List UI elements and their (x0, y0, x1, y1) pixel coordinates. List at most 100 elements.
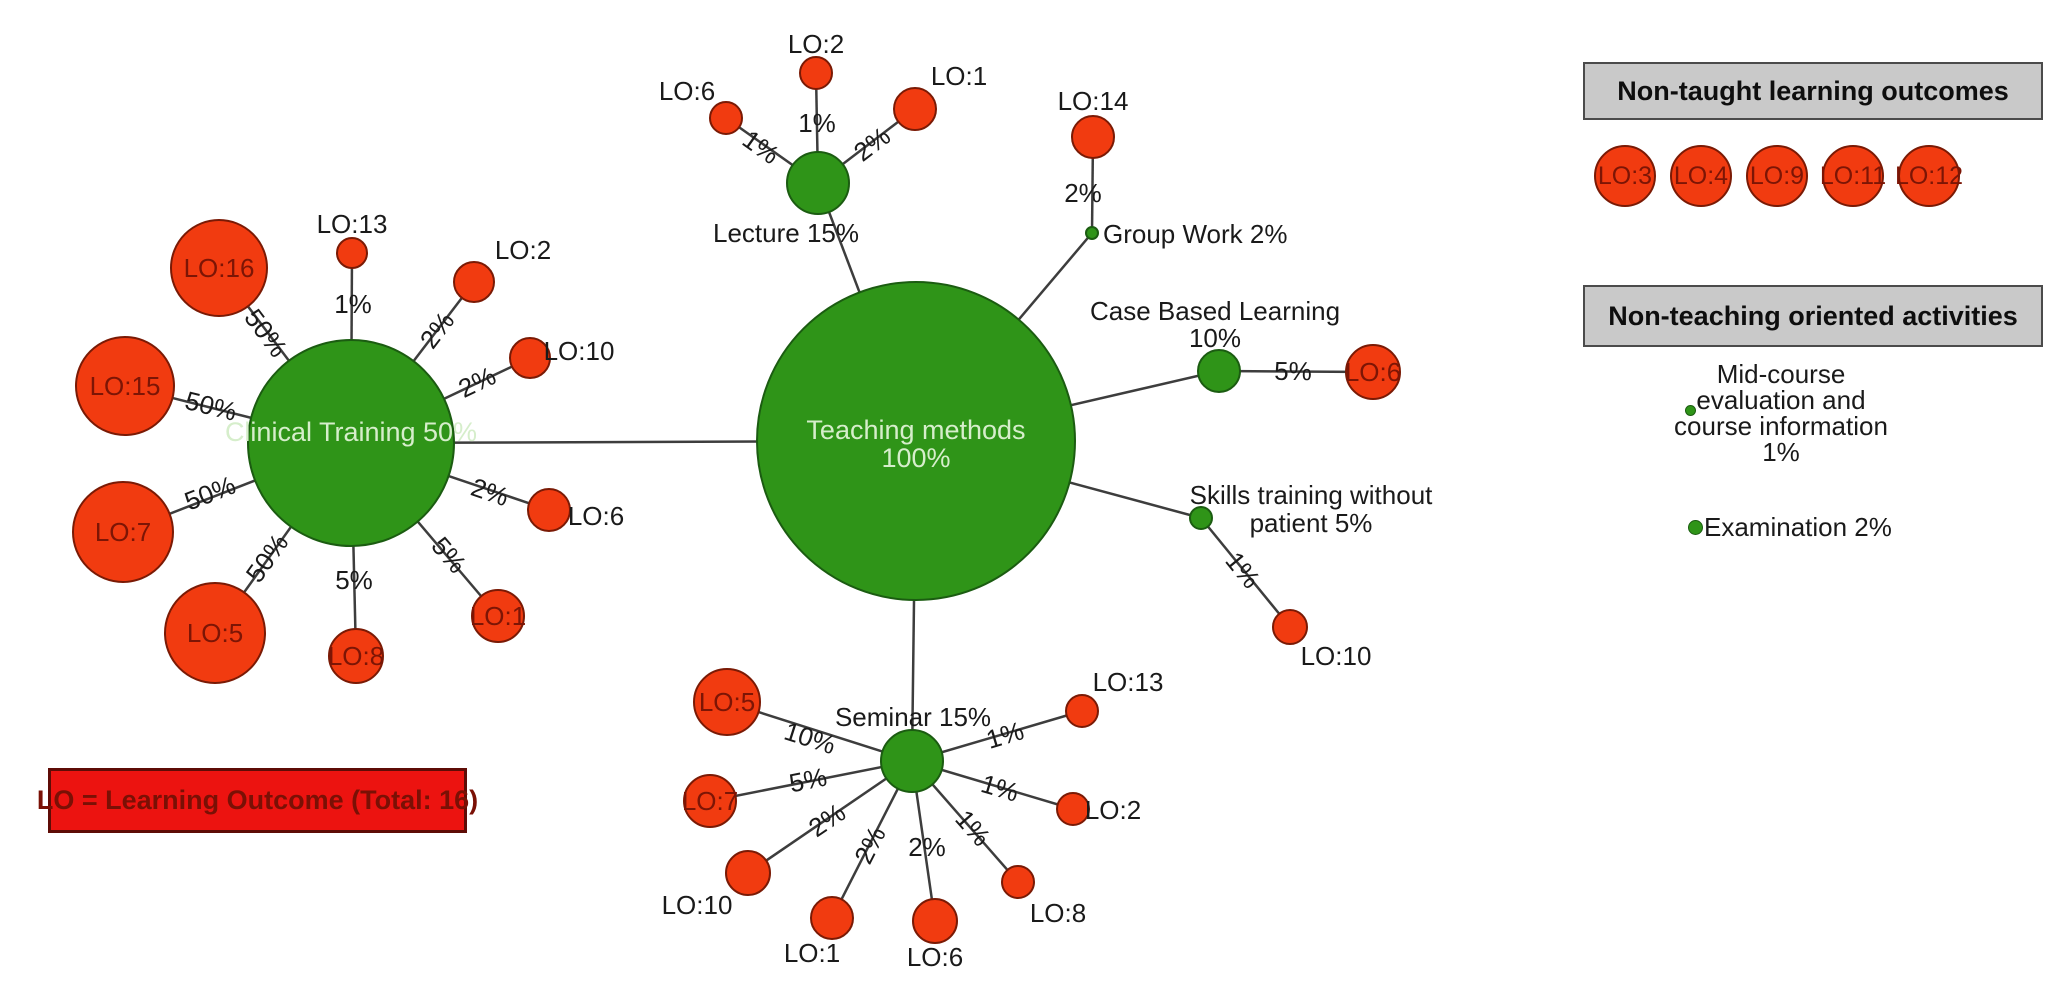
floating-label-lo-14: LO:14 (1058, 86, 1129, 116)
mid-course-line: course information (1674, 411, 1888, 441)
edge-label-c-c16: 50% (238, 303, 293, 363)
floating-label-lo-10: LO:10 (1301, 641, 1372, 671)
non-taught-lo-circle: LO:12 (1894, 145, 1964, 207)
edge-label-c-c10: 2% (454, 360, 501, 403)
floating-label-lo-6: LO:6 (907, 942, 963, 972)
node-label-c16: LO:16 (184, 253, 255, 283)
node-m6 (912, 898, 958, 944)
edge-label-sem-m2: 1% (978, 768, 1023, 807)
non-taught-header: Non-taught learning outcomes (1583, 62, 2043, 120)
node-c6 (527, 488, 571, 532)
examination-item: Examination 2% (1688, 512, 1892, 543)
node-t (756, 281, 1076, 601)
node-lec (786, 151, 850, 215)
floating-label-lo-1: LO:1 (784, 938, 840, 968)
node-label-c7: LO:7 (95, 517, 151, 547)
mid-course-line: evaluation and (1696, 385, 1866, 415)
examination-node-dot (1688, 520, 1703, 535)
node-c (247, 339, 455, 547)
node-g14 (1071, 115, 1115, 159)
mid-course-line: Mid-course (1716, 359, 1846, 389)
node-s10 (1272, 609, 1308, 645)
floating-label-10-: 10% (1189, 323, 1241, 353)
edge-label-cbl-b6: 5% (1274, 356, 1312, 386)
node-cbl (1197, 349, 1241, 393)
examination-label: Examination 2% (1704, 512, 1892, 542)
node-c2 (453, 261, 495, 303)
lo-label: LO:11 (1819, 161, 1887, 190)
edge-label-gw-g14: 2% (1064, 178, 1102, 208)
node-c8 (328, 628, 384, 684)
graph-edge-sem-m7 (709, 759, 913, 803)
non-teaching-header-label: Non-teaching oriented activities (1608, 300, 2018, 331)
edge-label-c-c8: 5% (335, 565, 373, 595)
node-l2 (799, 56, 833, 90)
floating-label-skills-training-without: Skills training without (1190, 480, 1434, 510)
graph-edge-sem-m10 (747, 759, 913, 875)
non-taught-lo-circle: LO:4 (1670, 145, 1732, 207)
node-label-c8: LO:8 (328, 641, 384, 671)
node-m7 (683, 774, 737, 828)
node-m10 (725, 850, 771, 896)
floating-label-lo-8: LO:8 (1030, 898, 1086, 928)
edge-label-c-c13: 1% (334, 289, 372, 319)
node-label-m7: LO:7 (682, 786, 738, 816)
node-label-c1: LO:1 (470, 601, 526, 631)
non-teaching-header: Non-teaching oriented activities (1583, 285, 2043, 347)
node-m8 (1001, 865, 1035, 899)
node-m5 (693, 668, 761, 736)
node-label-m5: LO:5 (699, 687, 755, 717)
edge-label-c-c6: 2% (467, 472, 512, 512)
floating-label-lo-13: LO:13 (1093, 667, 1164, 697)
mid-course-line: 1% (1762, 437, 1800, 467)
lo-label: LO:4 (1673, 161, 1729, 190)
floating-label-lo-6: LO:6 (568, 501, 624, 531)
node-l1 (893, 87, 937, 131)
edge-label-sem-m1: 2% (848, 821, 892, 868)
node-label-b6: LO:6 (1345, 357, 1401, 387)
edge-label-sem-m7: 5% (787, 762, 830, 799)
node-c7 (72, 481, 174, 583)
node-l6 (709, 101, 743, 135)
floating-label-lo-2: LO:2 (1085, 795, 1141, 825)
node-stp (1189, 506, 1213, 530)
floating-label-lo-2: LO:2 (788, 29, 844, 59)
floating-label-lecture-15-: Lecture 15% (713, 218, 859, 248)
edge-label-c-c2: 2% (414, 306, 461, 354)
non-taught-lo-circle: LO:9 (1746, 145, 1808, 207)
node-label-t: 100% (881, 443, 950, 473)
node-c10 (509, 337, 551, 379)
node-m13 (1065, 694, 1099, 728)
edge-label-sem-m5: 10% (781, 716, 840, 760)
non-taught-lo-circle: LO:3 (1594, 145, 1656, 207)
edge-label-sem-m10: 2% (803, 797, 851, 843)
node-m1 (810, 896, 854, 940)
graph-edge-stp-s10 (1200, 517, 1291, 628)
node-gw (1085, 226, 1099, 240)
floating-label-lo-1: LO:1 (931, 61, 987, 91)
edge-label-lec-l2: 1% (798, 108, 836, 138)
node-c1 (471, 589, 525, 643)
node-label-c: Clinical Training 50% (225, 417, 477, 447)
floating-label-group-work-2-: Group Work 2% (1103, 219, 1287, 249)
floating-label-lo-10: LO:10 (544, 336, 615, 366)
non-taught-outcomes-row: LO:3 LO:4 LO:9 LO:11 LO:12 (1594, 145, 1964, 207)
node-b6 (1345, 344, 1401, 400)
node-label-c15: LO:15 (90, 371, 161, 401)
mid-course-item: Mid-course evaluation and course informa… (1631, 361, 1931, 465)
floating-label-patient-5-: patient 5% (1250, 508, 1373, 538)
floating-label-case-based-learning: Case Based Learning (1090, 296, 1340, 326)
node-label-c5: LO:5 (187, 618, 243, 648)
node-c13 (336, 237, 368, 269)
lo-label: LO:12 (1894, 161, 1964, 190)
legend-label: LO = Learning Outcome (Total: 16) (36, 785, 479, 815)
node-label-t: Teaching methods (806, 415, 1025, 445)
node-m2 (1056, 792, 1090, 826)
floating-label-lo-6: LO:6 (659, 76, 715, 106)
non-taught-header-label: Non-taught learning outcomes (1617, 75, 2009, 106)
node-c15 (75, 336, 175, 436)
edge-label-c-c5: 50% (240, 528, 295, 588)
lo-label: LO:9 (1749, 161, 1805, 190)
node-c5 (164, 582, 266, 684)
